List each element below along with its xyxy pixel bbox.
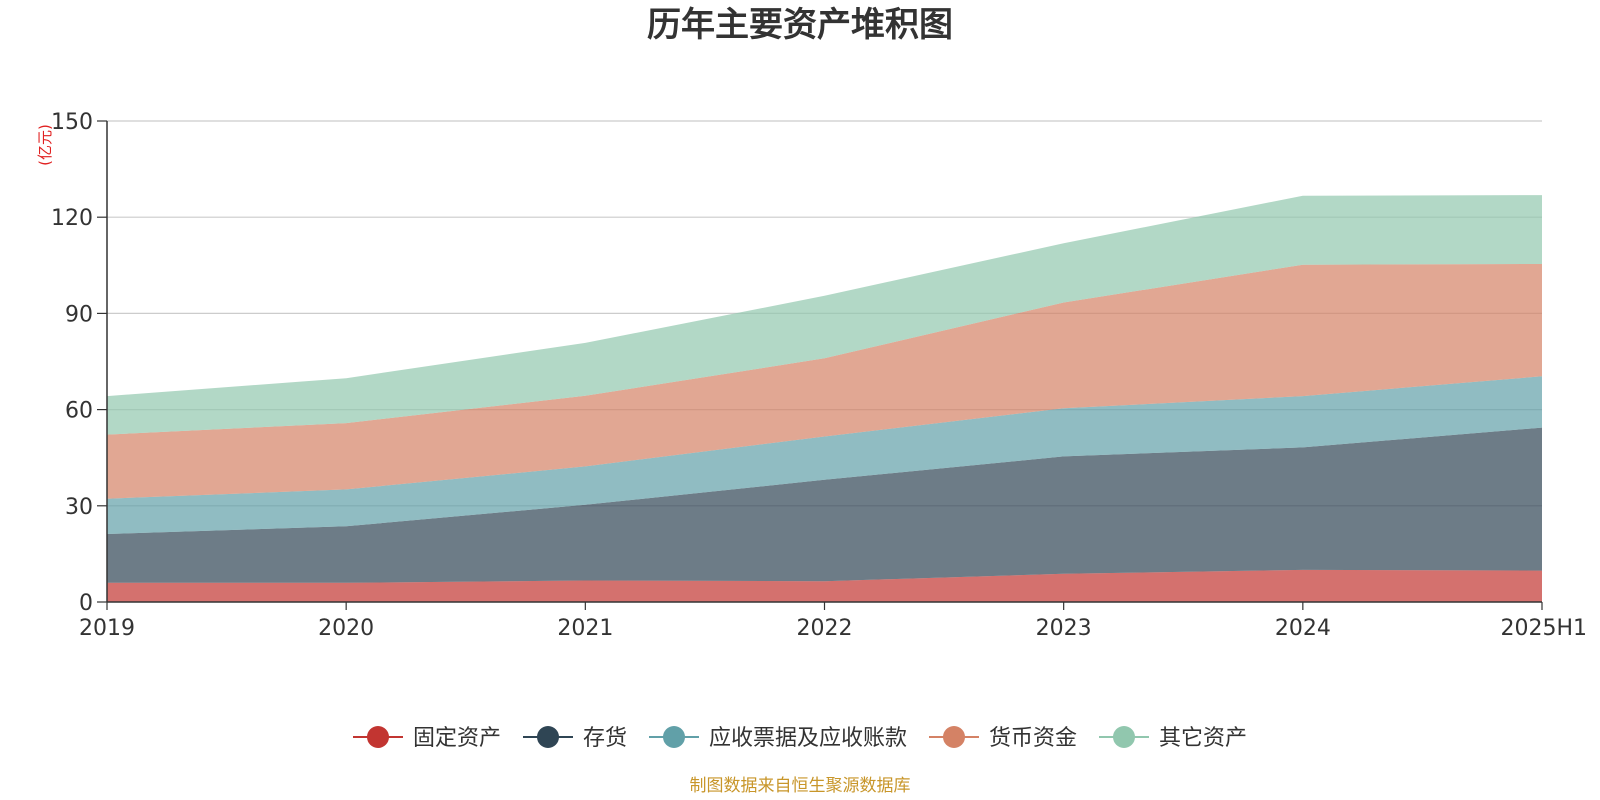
legend-marker [663,726,685,748]
y-tick-label: 90 [65,302,93,327]
x-tick-label: 2024 [1275,616,1331,641]
source-note: 制图数据来自恒生聚源数据库 [690,776,911,796]
x-tick-label: 2020 [318,616,374,641]
legend-label: 存货 [583,726,627,751]
area-inventory [107,427,1542,583]
legend-label: 固定资产 [413,726,501,751]
legend-marker [1113,726,1135,748]
area-fixed_assets [107,569,1542,602]
legend-item-inventory[interactable]: 存货 [523,726,627,751]
x-tick-label: 2022 [797,616,853,641]
y-tick-label: 150 [51,110,93,135]
legend-marker [367,726,389,748]
x-tick-label: 2025H1 [1500,616,1587,641]
area-other [107,195,1542,435]
area-series [107,195,1542,602]
y-axis-unit: (亿元) [36,124,54,166]
legend-label: 其它资产 [1159,726,1247,751]
x-tick-label: 2023 [1036,616,1092,641]
axes: 0 30 60 90 120 150 2019 2020 2021 2022 2023 2024 202… [51,110,1587,641]
legend-item-fixed_assets[interactable]: 固定资产 [353,726,501,751]
legend-marker [943,726,965,748]
y-tick-label: 0 [79,591,93,616]
x-tick-label: 2021 [557,616,613,641]
chart-title: 历年主要资产堆积图 [647,5,953,45]
x-tick-label: 2019 [79,616,135,641]
legend-item-receivables[interactable]: 应收票据及应收账款 [649,726,907,751]
y-tick-label: 60 [65,399,93,424]
y-tick-label: 30 [65,495,93,520]
area-receivables [107,376,1542,534]
y-tick-label: 120 [51,206,93,231]
legend-item-other[interactable]: 其它资产 [1099,726,1247,751]
area-cash [107,264,1542,499]
legend-item-cash[interactable]: 货币资金 [929,726,1077,751]
legend-marker [537,726,559,748]
legend-label: 应收票据及应收账款 [709,726,907,751]
legend[interactable]: 固定资产 存货 应收票据及应收账款 货币资金 其它资产 [353,726,1247,751]
legend-label: 货币资金 [989,726,1077,751]
